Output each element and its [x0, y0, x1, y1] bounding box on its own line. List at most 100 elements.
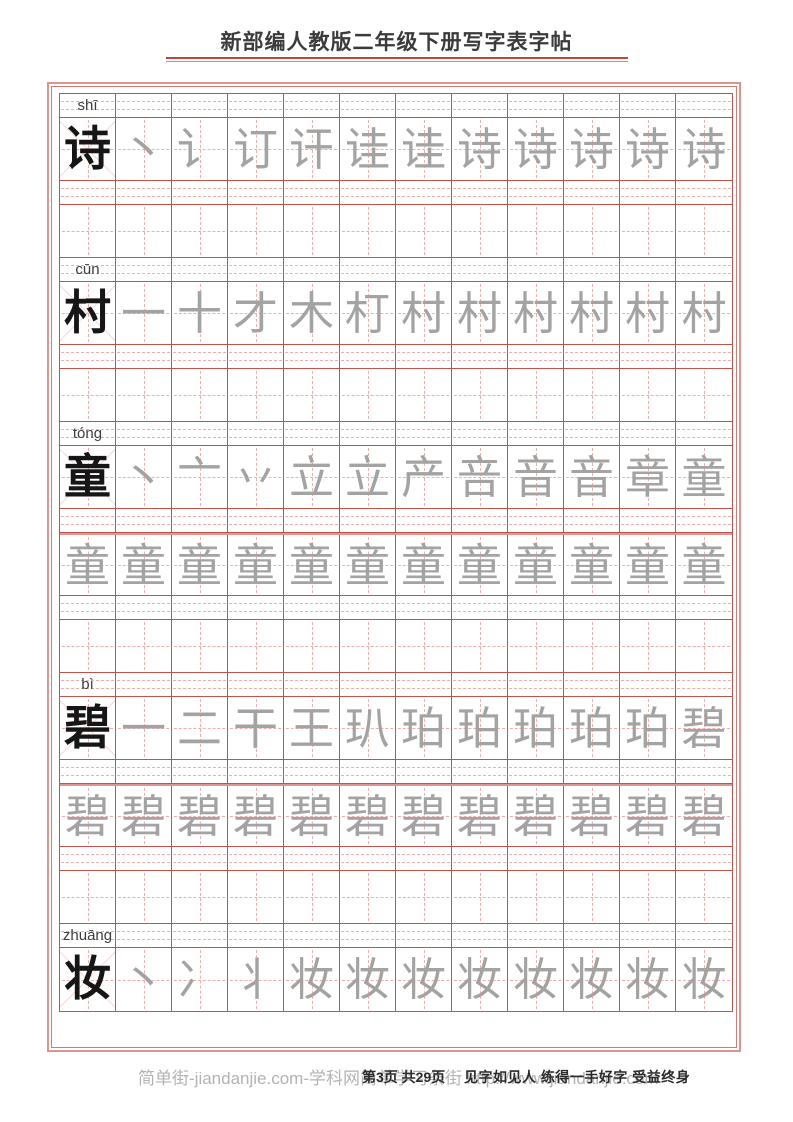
worksheet-sheet: shī 诗丶讠订讦诖诖诗诗诗诗诗 cūn 村一十才木朾村村村村村村 tóng 童丶亠丷立立…	[47, 82, 741, 1052]
practice-cell	[340, 369, 396, 421]
pinyin-cell	[116, 596, 172, 619]
pinyin-cell	[676, 509, 732, 532]
char-cell: 村	[676, 282, 732, 344]
trace-character: 丶	[120, 450, 166, 504]
model-character: 村	[64, 285, 111, 341]
pinyin-cell	[676, 596, 732, 619]
practice-cell	[452, 205, 508, 257]
pinyin-cell	[676, 924, 732, 947]
trace-character: 妆	[400, 953, 446, 1006]
trace-character: 碧	[120, 789, 166, 843]
char-cell: 立	[284, 446, 340, 508]
char-cell: 诖	[396, 118, 452, 180]
char-cell: 碧	[60, 697, 116, 759]
practice-cell	[116, 369, 172, 421]
char-cell: 朾	[340, 282, 396, 344]
char-cell: 音	[564, 446, 620, 508]
trace-character: 妆	[624, 953, 670, 1006]
pinyin-cell	[508, 422, 564, 445]
practice-cell	[116, 205, 172, 257]
pinyin-cell	[452, 509, 508, 532]
char-cell: 碧	[116, 786, 172, 846]
pinyin-cell	[116, 258, 172, 281]
practice-cell	[508, 205, 564, 257]
trace-character: 童	[681, 450, 727, 504]
pinyin-cell	[284, 345, 340, 368]
pinyin-cell	[396, 509, 452, 532]
trace-character: 碧	[681, 701, 727, 755]
practice-cell	[564, 369, 620, 421]
char-cell: 碧	[564, 786, 620, 846]
pinyin-cell	[228, 509, 284, 532]
pinyin-cell	[60, 345, 116, 368]
pinyin-cell	[564, 422, 620, 445]
char-cell: 妆	[284, 948, 340, 1011]
trace-character: 碧	[288, 789, 334, 843]
char-cell: 诗	[508, 118, 564, 180]
char-cell: 碧	[452, 786, 508, 846]
char-cell: 妆	[60, 948, 116, 1011]
pinyin-label: cūn	[75, 261, 100, 278]
char-cell: 村	[620, 282, 676, 344]
pinyin-cell	[508, 760, 564, 783]
char-cell: 才	[228, 282, 284, 344]
char-cell: 丶	[116, 948, 172, 1011]
pinyin-cell	[228, 94, 284, 117]
trace-character: 童	[512, 538, 558, 592]
pinyin-cell	[284, 847, 340, 870]
pinyin-cell	[172, 924, 228, 947]
trace-character: 丶	[120, 122, 166, 176]
grid-row-chars: 诗丶讠订讦诖诖诗诗诗诗诗	[60, 118, 732, 181]
pinyin-cell	[116, 847, 172, 870]
pinyin-cell	[172, 422, 228, 445]
pinyin-cell	[452, 258, 508, 281]
pinyin-cell: shī	[60, 94, 116, 117]
trace-character: 亠	[176, 450, 222, 504]
char-cell: 诗	[620, 118, 676, 180]
practice-cell	[620, 205, 676, 257]
grid-row-pinyin: shī	[60, 94, 732, 118]
pinyin-cell	[116, 924, 172, 947]
grid-row-pinyin: zhuāng	[60, 924, 732, 948]
pinyin-label: shī	[77, 97, 98, 114]
practice-grid: shī 诗丶讠订讦诖诖诗诗诗诗诗 cūn 村一十才木朾村村村村村村 tóng 童丶亠丷立立…	[59, 93, 733, 1012]
trace-character: 立	[344, 450, 390, 504]
char-cell: 诖	[340, 118, 396, 180]
practice-cell	[172, 205, 228, 257]
pinyin-cell: bì	[60, 673, 116, 696]
practice-cell	[116, 871, 172, 923]
pinyin-cell	[620, 596, 676, 619]
char-cell: 碧	[620, 786, 676, 846]
trace-character: 音	[568, 450, 614, 504]
char-cell: 诗	[676, 118, 732, 180]
practice-cell	[396, 369, 452, 421]
char-cell: 童	[60, 446, 116, 508]
trace-character: 订	[232, 122, 278, 176]
title-underline	[165, 57, 628, 62]
char-cell: 童	[60, 535, 116, 595]
trace-character: 产	[400, 450, 446, 504]
pinyin-cell	[452, 673, 508, 696]
pinyin-cell	[508, 345, 564, 368]
pinyin-cell	[284, 509, 340, 532]
pinyin-cell	[116, 181, 172, 204]
footer-motto: 见字如见人 练得一手好字 受益终身	[464, 1069, 691, 1085]
char-cell: 音	[508, 446, 564, 508]
char-cell: 童	[508, 535, 564, 595]
pinyin-cell	[228, 924, 284, 947]
trace-character: 妆	[681, 953, 727, 1006]
trace-character: 村	[512, 286, 558, 340]
trace-character: 碧	[568, 789, 614, 843]
trace-character: 诖	[344, 122, 390, 176]
pinyin-cell	[564, 345, 620, 368]
pinyin-cell	[452, 924, 508, 947]
practice-cell	[60, 871, 116, 923]
trace-character: 碧	[681, 789, 727, 843]
pinyin-cell	[284, 94, 340, 117]
char-cell: 碧	[676, 786, 732, 846]
pinyin-cell	[452, 94, 508, 117]
pinyin-cell	[508, 673, 564, 696]
trace-character: 章	[624, 450, 670, 504]
trace-character: 珀	[400, 701, 446, 755]
pinyin-cell	[60, 760, 116, 783]
